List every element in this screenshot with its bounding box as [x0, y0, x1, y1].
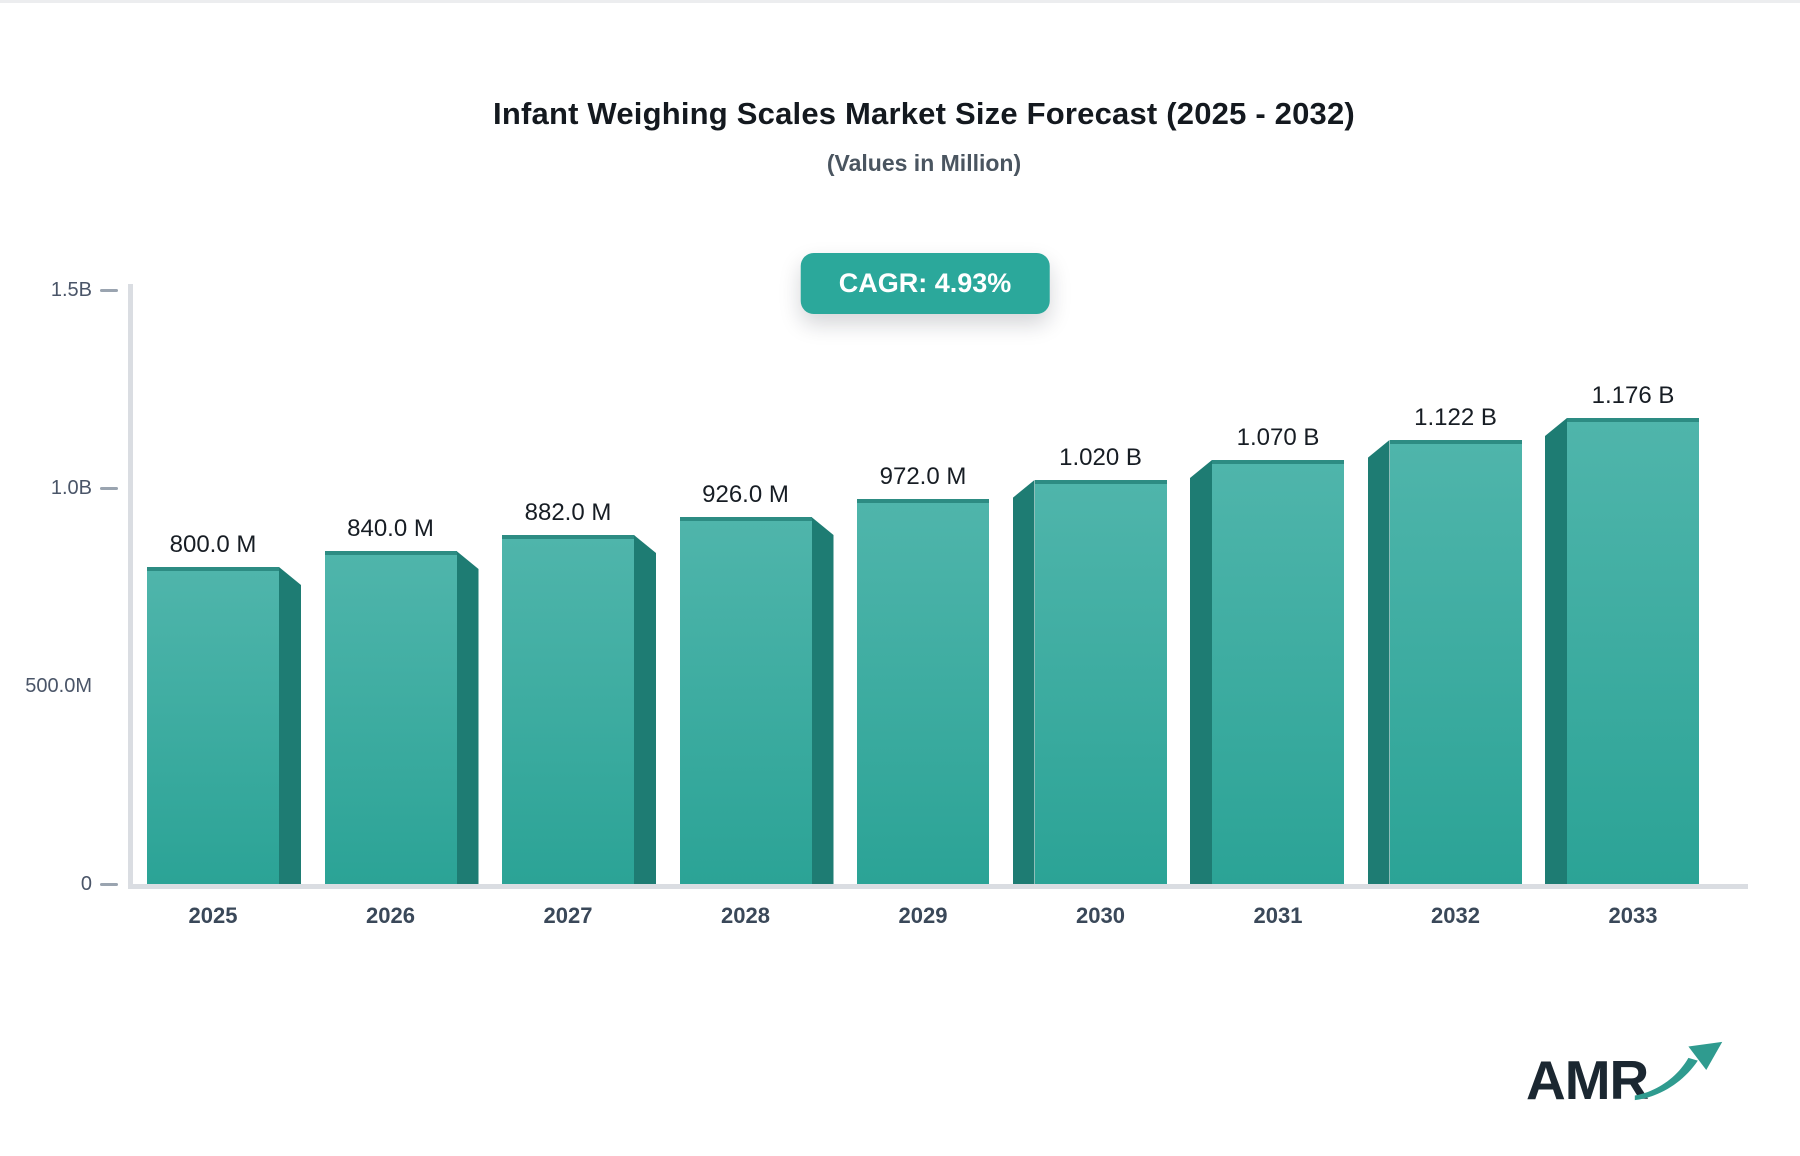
y-axis-tick-dash: [100, 487, 118, 490]
bar-value-label-2027: 882.0 M: [524, 499, 612, 526]
bar-2028: [679, 517, 834, 884]
x-axis-label-2031: 2031: [1253, 903, 1303, 928]
top-border-line: [0, 0, 1800, 3]
bar-2032: [1367, 440, 1522, 884]
bar-value-label-2032: 1.122 B: [1414, 404, 1497, 431]
x-axis-line: [128, 884, 1748, 889]
bar-2027: [502, 535, 656, 884]
bar-2026: [324, 551, 479, 884]
x-axis-label-2033: 2033: [1608, 903, 1658, 928]
bar-face: [857, 499, 989, 884]
bar-side-strip: [1367, 440, 1390, 884]
bar-side-strip: [1545, 418, 1567, 884]
bar-value-label-2029: 972.0 M: [879, 463, 967, 490]
x-axis-label-2030: 2030: [1076, 903, 1125, 928]
bar-face: [679, 517, 812, 884]
bar-face: [324, 551, 457, 884]
x-axis-label-2028: 2028: [721, 903, 770, 928]
cagr-badge: CAGR: 4.93%: [800, 253, 1050, 314]
bar-value-label-2030: 1.020 B: [1059, 444, 1142, 471]
y-axis-tick-dash: [100, 289, 118, 292]
bar-face: [1034, 480, 1167, 884]
chart-title: Infant Weighing Scales Market Size Forec…: [493, 96, 1355, 131]
bar-value-label-2026: 840.0 M: [347, 515, 434, 542]
bar-side-strip: [811, 517, 834, 884]
y-axis-line: [128, 284, 133, 889]
bar-value-label-2028: 926.0 M: [702, 481, 789, 508]
bar-side-strip: [634, 535, 656, 884]
bar-2025: [147, 567, 301, 884]
bar-value-label-2031: 1.070 B: [1236, 424, 1320, 451]
amr-logo-text: AMR: [1526, 1049, 1649, 1111]
bar-2029: [857, 499, 989, 884]
bar-face: [1212, 460, 1344, 884]
bar-value-label-2025: 800.0 M: [169, 531, 257, 558]
chart-subtitle: (Values in Million): [826, 150, 1022, 176]
bar-face: [502, 535, 634, 884]
growth-arrow-icon: [1635, 1041, 1723, 1101]
x-axis-label-2026: 2026: [366, 903, 415, 928]
bar-side-strip: [456, 551, 479, 884]
y-axis-tick-500.0M: 500.0M: [25, 675, 92, 697]
bar-face: [1389, 440, 1522, 884]
y-axis-tick-1.5B: 1.5B: [50, 279, 92, 301]
x-axis-label-2029: 2029: [898, 903, 948, 928]
bar-side-strip: [1012, 480, 1035, 884]
bar-2031: [1190, 460, 1344, 884]
amr-logo: AMR: [1526, 1038, 1726, 1108]
bar-face: [147, 567, 279, 884]
x-axis-label-2032: 2032: [1431, 903, 1480, 928]
bar-side-strip: [1190, 460, 1212, 884]
bar-value-label-2033: 1.176 B: [1591, 382, 1675, 409]
y-axis-tick-1.0B: 1.0B: [50, 477, 92, 499]
bar-side-strip: [279, 567, 301, 884]
x-axis-label-2025: 2025: [188, 903, 238, 928]
x-axis-label-2027: 2027: [543, 903, 593, 928]
bar-2033: [1545, 418, 1699, 884]
bar-face: [1567, 418, 1699, 884]
y-axis-tick-dash: [100, 883, 118, 886]
bar-2030: [1012, 480, 1167, 884]
y-axis-tick-0: 0: [80, 873, 92, 895]
